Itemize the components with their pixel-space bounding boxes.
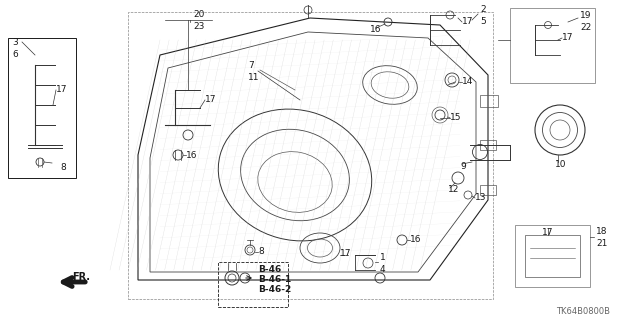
Text: 7: 7: [248, 61, 253, 70]
Text: B-46-1: B-46-1: [258, 276, 291, 285]
Bar: [128, 12, 493, 299]
Text: TK64B0800B: TK64B0800B: [556, 307, 610, 316]
Text: 17: 17: [56, 85, 67, 94]
Text: 9: 9: [460, 162, 466, 171]
Text: 17: 17: [542, 228, 554, 237]
Text: 17: 17: [462, 18, 474, 26]
Text: 8: 8: [60, 164, 66, 173]
Bar: [525, 235, 580, 277]
Text: 20: 20: [193, 10, 204, 19]
Text: 13: 13: [475, 194, 486, 203]
Text: 16: 16: [410, 235, 422, 244]
Bar: [8, 38, 76, 178]
Text: 23: 23: [193, 22, 204, 31]
Text: 21: 21: [596, 240, 607, 249]
Text: 4: 4: [380, 265, 386, 275]
Text: 1: 1: [380, 254, 386, 263]
Text: 19: 19: [580, 11, 591, 19]
Text: 15: 15: [450, 114, 461, 122]
Text: 17: 17: [562, 33, 573, 42]
Text: 6: 6: [12, 50, 18, 59]
Text: 12: 12: [448, 185, 460, 194]
Text: 18: 18: [596, 227, 607, 236]
Text: 16: 16: [186, 151, 198, 160]
Text: 16: 16: [370, 26, 381, 34]
Bar: [480, 185, 496, 195]
Text: 2: 2: [480, 5, 486, 14]
Text: FR.: FR.: [72, 272, 90, 282]
Bar: [480, 95, 498, 107]
Text: 3: 3: [12, 38, 18, 47]
Text: 22: 22: [580, 23, 591, 32]
Text: 14: 14: [462, 78, 474, 86]
Text: 5: 5: [480, 18, 486, 26]
Text: B-46-2: B-46-2: [258, 286, 291, 294]
Text: 10: 10: [555, 160, 566, 169]
Text: 17: 17: [205, 95, 216, 105]
Text: B-46: B-46: [258, 265, 281, 275]
Bar: [218, 262, 288, 307]
Text: 8: 8: [258, 248, 264, 256]
Bar: [480, 140, 496, 150]
Bar: [515, 225, 590, 287]
Text: 11: 11: [248, 72, 259, 81]
Bar: [510, 8, 595, 83]
Text: 17: 17: [340, 249, 351, 257]
